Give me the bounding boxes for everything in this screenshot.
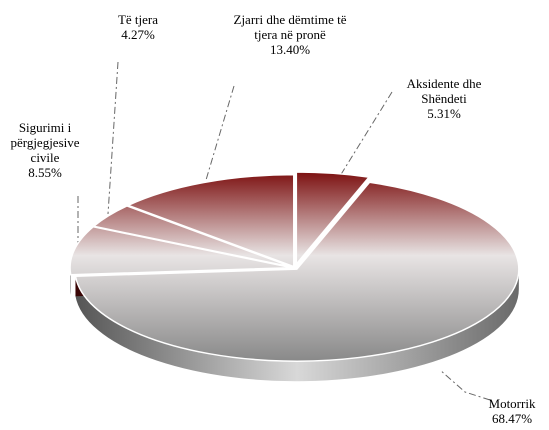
leader-line — [205, 85, 235, 181]
value-label: 8.55% — [28, 165, 62, 180]
value-label: 4.27% — [121, 27, 155, 42]
slice-label: Zjarri dhe dëmtime të tjera në pronë 13.4… — [225, 12, 355, 57]
leader-lines — [77, 61, 491, 401]
slice — [74, 181, 520, 362]
slice — [126, 173, 295, 268]
slice-label: Aksidente dhe Shëndeti 5.31% — [394, 76, 494, 121]
slice-side — [75, 269, 519, 382]
slice-label: Sigurimi i përgjegjesive civile 8.55% — [0, 120, 95, 180]
leader-line — [107, 61, 119, 215]
slice — [295, 171, 371, 267]
category-label: Aksidente dhe Shëndeti — [406, 76, 482, 106]
category-label: Sigurimi i përgjegjesive civile — [10, 120, 80, 165]
value-label: 13.40% — [269, 42, 311, 57]
value-label: 68.47% — [491, 411, 533, 426]
value-label: 5.31% — [427, 106, 461, 121]
slice — [69, 226, 293, 276]
leader-line — [439, 369, 491, 401]
category-label: Të tjera — [117, 12, 159, 27]
slice-label: Motorrik 68.47% — [462, 396, 549, 426]
slice-label: Të tjera 4.27% — [88, 12, 188, 42]
slice — [91, 205, 293, 268]
leader-line — [339, 91, 393, 177]
category-label: Zjarri dhe dëmtime të tjera në pronë — [233, 12, 347, 42]
category-label: Motorrik — [488, 396, 536, 411]
